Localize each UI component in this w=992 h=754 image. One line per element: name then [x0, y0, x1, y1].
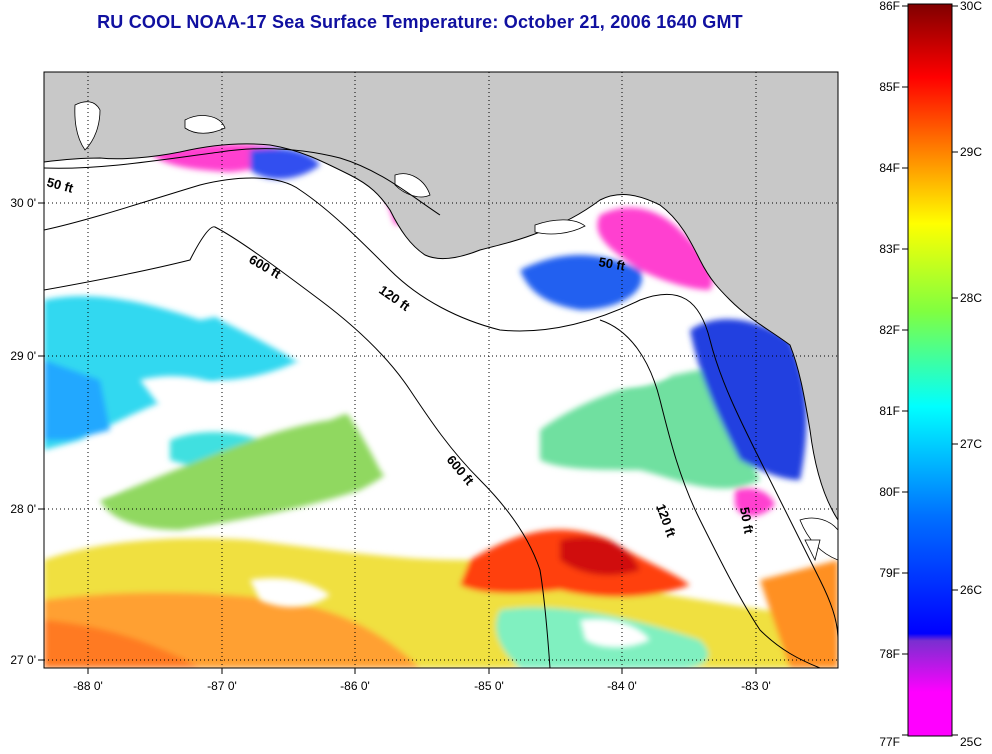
colorbar-f-label: 83F: [879, 242, 900, 256]
x-tick-label: -88 0': [73, 679, 103, 693]
colorbar-ticks: [902, 5, 958, 736]
colorbar: [907, 3, 953, 737]
colorbar-c-label: 25C: [960, 735, 982, 749]
x-tick-label: -83 0': [741, 679, 771, 693]
x-tick-label: -86 0': [340, 679, 370, 693]
colorbar-celsius-labels: 30C 29C 28C 27C 26C 25C: [960, 0, 982, 749]
y-tick-label: 28 0': [10, 502, 36, 516]
x-tick-label: -85 0': [474, 679, 504, 693]
colorbar-f-label: 80F: [879, 485, 900, 499]
contour-label-50ft-east: 50 ft: [737, 506, 757, 536]
axis-ticks: [38, 202, 757, 674]
colorbar-c-label: 28C: [960, 291, 982, 305]
y-tick-label: 30 0': [10, 196, 36, 210]
colorbar-c-label: 27C: [960, 437, 982, 451]
colorbar-f-label: 77F: [879, 735, 900, 749]
y-tick-label: 29 0': [10, 349, 36, 363]
colorbar-f-label: 84F: [879, 161, 900, 175]
x-tick-label: -87 0': [207, 679, 237, 693]
x-tick-label: -84 0': [607, 679, 637, 693]
map-title: RU COOL NOAA-17 Sea Surface Temperature:…: [97, 12, 743, 32]
contour-label-50ft-bigbend: 50 ft: [597, 254, 627, 274]
colorbar-c-label: 30C: [960, 0, 982, 13]
bathymetry-contours: [44, 148, 838, 668]
colorbar-c-label: 26C: [960, 583, 982, 597]
colorbar-f-label: 79F: [879, 566, 900, 580]
colorbar-f-label: 81F: [879, 404, 900, 418]
colorbar-f-label: 82F: [879, 323, 900, 337]
colorbar-fahrenheit-labels: 86F 85F 84F 83F 82F 81F 80F 79F 78F 77F: [879, 0, 900, 749]
cloud-mask: [44, 190, 670, 648]
colorbar-f-label: 85F: [879, 80, 900, 94]
colorbar-c-label: 29C: [960, 145, 982, 159]
land-areas: [44, 72, 838, 562]
colorbar-f-label: 78F: [879, 647, 900, 661]
y-axis-labels: 30 0' 29 0' 28 0' 27 0': [10, 196, 36, 667]
colorbar-f-label: 86F: [879, 0, 900, 13]
graticule: [44, 72, 838, 668]
contour-label-50ft-west: 50 ft: [45, 174, 75, 196]
x-axis-labels: -88 0' -87 0' -86 0' -85 0' -84 0' -83 0…: [73, 679, 771, 693]
y-tick-label: 27 0': [10, 653, 36, 667]
